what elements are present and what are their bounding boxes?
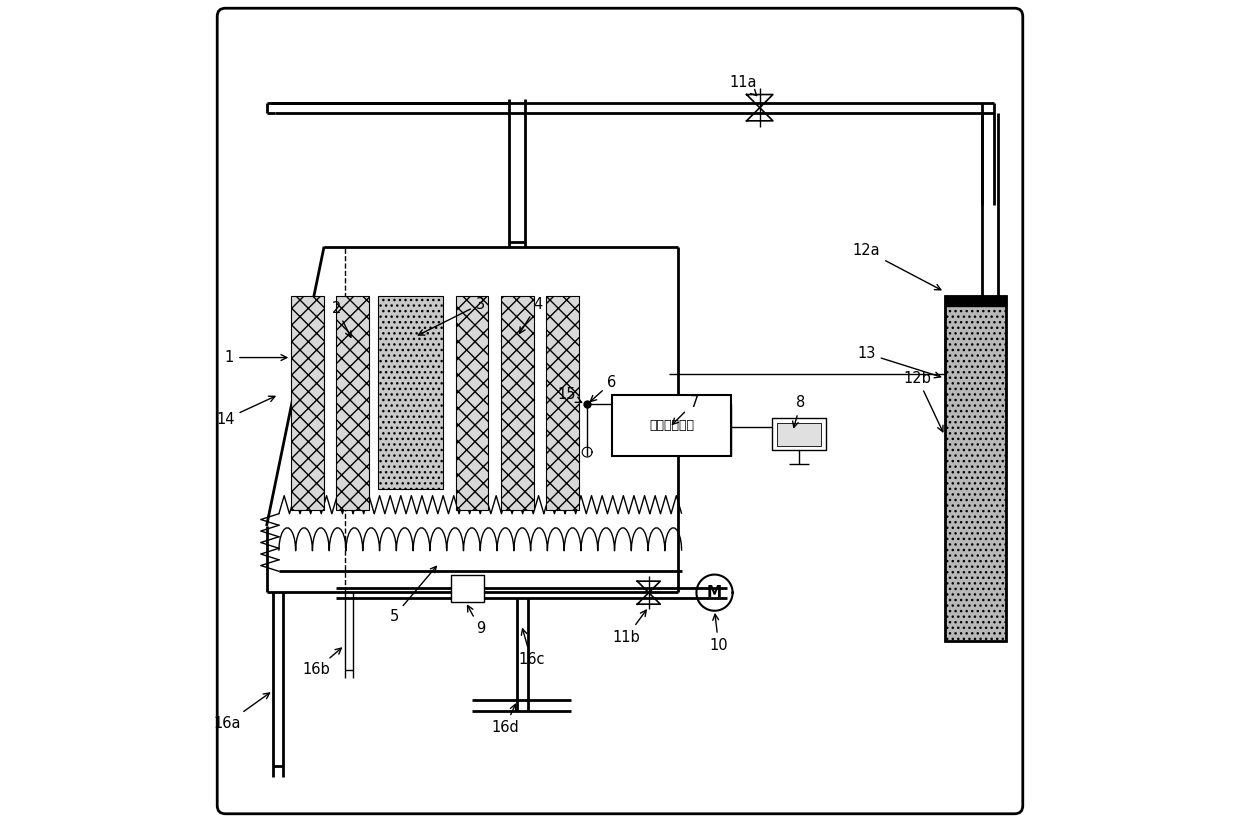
Bar <box>945 296 1007 306</box>
Bar <box>777 423 821 446</box>
Text: M: M <box>707 585 722 600</box>
Text: 10: 10 <box>709 614 728 653</box>
Text: 1: 1 <box>224 350 286 365</box>
Bar <box>773 418 826 450</box>
Text: 6: 6 <box>590 375 616 401</box>
Text: 9: 9 <box>467 606 485 636</box>
Text: 12b: 12b <box>904 371 942 432</box>
Text: 16c: 16c <box>518 629 544 667</box>
Text: 温度控制系统: 温度控制系统 <box>649 419 694 432</box>
Text: 4: 4 <box>520 297 542 334</box>
Text: 7: 7 <box>672 395 698 424</box>
Text: 12a: 12a <box>853 243 941 290</box>
Bar <box>501 296 533 510</box>
Text: 5: 5 <box>389 566 436 624</box>
Text: 16d: 16d <box>491 704 518 735</box>
Text: 3: 3 <box>418 297 485 335</box>
Text: 8: 8 <box>792 395 806 427</box>
Bar <box>291 296 324 510</box>
Bar <box>377 296 443 489</box>
Text: 16b: 16b <box>303 648 341 677</box>
Text: 11a: 11a <box>729 75 758 95</box>
Bar <box>546 296 579 510</box>
Bar <box>336 296 370 510</box>
Text: 14: 14 <box>216 396 275 427</box>
Text: 15: 15 <box>557 387 582 403</box>
Text: 16a: 16a <box>213 693 269 731</box>
Text: 2: 2 <box>332 301 351 337</box>
Bar <box>451 575 485 602</box>
Text: 11b: 11b <box>613 610 646 644</box>
Text: 13: 13 <box>857 346 941 378</box>
Bar <box>611 395 730 456</box>
Bar <box>455 296 489 510</box>
Bar <box>945 296 1007 641</box>
